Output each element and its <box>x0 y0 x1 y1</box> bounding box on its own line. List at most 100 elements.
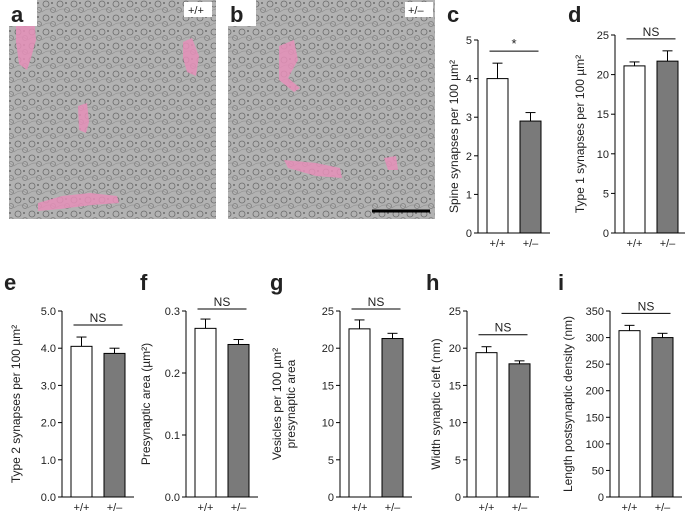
x-tick-label: +/+ <box>490 238 506 250</box>
significance-label: NS <box>638 299 655 313</box>
significance-label: NS <box>90 311 107 325</box>
panel-letter-c: c <box>447 2 459 27</box>
bar-wild-type <box>70 345 93 498</box>
bar-heterozygous <box>381 338 404 498</box>
dendritic-spine-highlight <box>183 38 199 76</box>
bar-heterozygous <box>508 363 531 498</box>
significance-label: NS <box>214 295 231 309</box>
x-tick-label: +/– <box>655 502 671 514</box>
y-tick-label: 300 <box>586 333 604 345</box>
x-tick-label: +/+ <box>74 502 90 514</box>
significance-label: NS <box>368 295 385 309</box>
y-tick-label: 5 <box>466 35 472 47</box>
bar-heterozygous <box>227 343 250 498</box>
y-tick-label: 20 <box>597 70 609 82</box>
y-tick-label: 0 <box>328 492 334 504</box>
bar-wild-type <box>348 328 371 498</box>
y-axis-label: Vesicles per 100 µm² <box>270 348 284 460</box>
micrograph-label-backdrop <box>228 0 256 26</box>
y-tick-label: 10 <box>449 418 461 430</box>
y-tick-label: 0 <box>598 492 604 504</box>
x-tick-label: +/– <box>385 502 401 514</box>
y-tick-label: 0.0 <box>165 492 180 504</box>
y-tick-label: 50 <box>592 465 604 477</box>
significance-label: NS <box>643 25 660 39</box>
y-tick-label: 0.0 <box>41 492 56 504</box>
panel-letter-g: g <box>270 270 283 295</box>
chart-panel-h: h 0 5 10 15 20 25 +/+ +/– NS Width synaptic cleft … <box>426 270 539 514</box>
panel-letter-b: b <box>230 2 243 27</box>
micrograph-b-image <box>228 0 435 219</box>
x-tick-label: +/– <box>660 238 676 250</box>
x-tick-label: +/+ <box>198 502 214 514</box>
y-tick-label: 250 <box>586 359 604 371</box>
micrograph-panel-b: b +/– <box>228 0 435 219</box>
y-axis-label: Width synaptic cleft (nm) <box>429 338 443 469</box>
y-tick-label: 4 <box>466 74 472 86</box>
y-tick-label: 350 <box>586 306 604 318</box>
y-tick-label: 5.0 <box>41 306 56 318</box>
bar-wild-type <box>618 330 641 498</box>
y-tick-label: 200 <box>586 386 604 398</box>
y-axis-label: Presynaptic area (µm²) <box>139 343 153 465</box>
micrograph-label-backdrop <box>184 2 212 17</box>
chart-panel-c: c 0 1 2 3 4 5 +/+ +/– * Spine synapses per 100 µm² <box>447 2 550 250</box>
y-tick-label: 5 <box>328 455 334 467</box>
y-tick-label: 0.1 <box>165 430 180 442</box>
y-tick-label: 25 <box>449 306 461 318</box>
y-tick-label: 15 <box>449 380 461 392</box>
panel-letter-a: a <box>11 2 24 27</box>
x-tick-label: +/– <box>231 502 247 514</box>
micrograph-label-backdrop <box>405 2 433 17</box>
significance-label: * <box>511 36 516 51</box>
dendritic-spine-highlight <box>16 18 36 70</box>
bar-wild-type <box>475 352 498 498</box>
bar-wild-type <box>623 65 646 234</box>
panel-letter-i: i <box>558 270 564 295</box>
chart-panel-f: f 0.0 0.1 0.2 0.3 +/+ +/– NS Presynaptic area (µ… <box>139 270 258 514</box>
y-axis-label: Length postsynaptic density (nm) <box>561 316 575 492</box>
x-tick-label: +/+ <box>627 238 643 250</box>
chart-panel-e: e 0.0 1.0 2.0 3.0 4.0 5.0 +/+ +/– NS Type 2 synaps… <box>4 270 134 514</box>
y-tick-label: 5 <box>603 188 609 200</box>
dendritic-spine-highlight <box>38 193 119 211</box>
dendritic-spine-highlight <box>284 160 342 178</box>
x-tick-label: +/– <box>523 238 539 250</box>
genotype-label-b: +/– <box>408 5 424 17</box>
y-tick-label: 3 <box>466 112 472 124</box>
y-axis-label-line2: presynaptic area <box>284 359 298 448</box>
y-tick-label: 15 <box>597 109 609 121</box>
chart-panel-d: d 0 5 10 15 20 25 +/+ +/– NS Type 1 synapses per 1… <box>568 2 685 250</box>
y-axis-label: Spine synapses per 100 µm² <box>447 60 461 213</box>
dendritic-spine-highlight <box>78 103 89 133</box>
y-tick-label: 150 <box>586 412 604 424</box>
y-axis-label: Type 2 synapses per 100 µm² <box>9 325 23 483</box>
micrograph-label-backdrop <box>9 0 37 26</box>
panel-letter-e: e <box>4 270 16 295</box>
panel-letter-h: h <box>426 270 439 295</box>
dendritic-spine-highlight <box>384 156 398 170</box>
y-tick-label: 25 <box>597 30 609 42</box>
significance-label: NS <box>495 321 512 335</box>
y-tick-label: 15 <box>322 380 334 392</box>
y-tick-label: 1.0 <box>41 455 56 467</box>
x-tick-label: +/– <box>512 502 528 514</box>
y-tick-label: 0.2 <box>165 368 180 380</box>
genotype-label-a: +/+ <box>188 5 204 17</box>
bar-heterozygous <box>651 337 674 498</box>
bar-wild-type <box>486 78 509 234</box>
chart-panel-i: i 0 50 100 150 200 250 300 350 +/+ +/– NS Length pos… <box>558 270 682 514</box>
dendritic-spine-highlight <box>279 40 300 92</box>
y-tick-label: 1 <box>466 189 472 201</box>
y-tick-label: 0 <box>455 492 461 504</box>
y-tick-label: 10 <box>322 418 334 430</box>
bar-wild-type <box>194 327 217 498</box>
panel-letter-d: d <box>568 2 581 27</box>
bar-heterozygous <box>103 352 126 498</box>
y-tick-label: 20 <box>322 343 334 355</box>
panel-letter-f: f <box>140 270 148 295</box>
y-tick-label: 20 <box>449 343 461 355</box>
x-tick-label: +/+ <box>622 502 638 514</box>
x-tick-label: +/+ <box>352 502 368 514</box>
